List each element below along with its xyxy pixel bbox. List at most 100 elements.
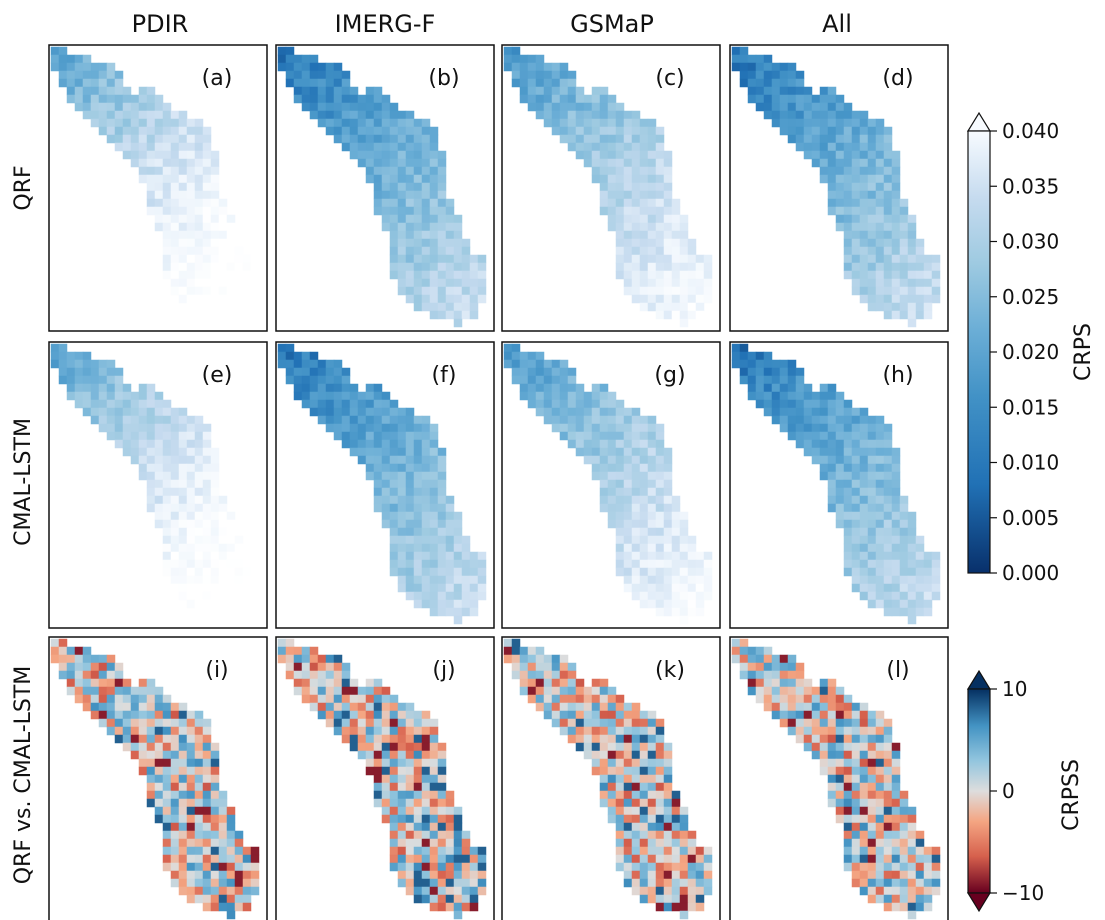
basin-cell (413, 782, 423, 792)
basin-cell (631, 214, 641, 224)
basin-cell (899, 838, 909, 848)
basin-cell (285, 375, 295, 385)
basin-cell (154, 206, 164, 216)
basin-cell (194, 471, 204, 481)
basin-cell (907, 583, 917, 593)
basin-cell (891, 854, 901, 864)
basin-cell (583, 726, 593, 736)
basin-cell (437, 790, 447, 800)
basin-cell (615, 543, 625, 553)
basin-cell (851, 503, 861, 513)
basin-cell (397, 567, 407, 577)
basin-cell (551, 694, 561, 704)
basin-cell (607, 702, 617, 712)
basin-cell (591, 142, 601, 152)
basin-cell (130, 694, 140, 704)
basin-cell (138, 399, 148, 409)
basin-cell (559, 62, 569, 72)
basin-cell (405, 575, 415, 585)
basin-cell (599, 110, 609, 120)
basin-cell (827, 383, 837, 393)
basin-cell (397, 822, 407, 832)
basin-cell (405, 734, 415, 744)
basin-cell (599, 726, 609, 736)
basin-cell (170, 798, 180, 808)
basin-cell (146, 198, 156, 208)
basin-cell (763, 407, 773, 417)
basin-cell (82, 70, 92, 80)
basin-cell (851, 238, 861, 248)
basin-cell (851, 862, 861, 872)
basin-cell (445, 278, 455, 288)
basin-cell (429, 822, 439, 832)
basin-cell (365, 431, 375, 441)
basin-cell (186, 583, 196, 593)
basin-cell (867, 886, 877, 896)
basin-cell (309, 62, 319, 72)
basin-cell (210, 455, 220, 465)
basin-cell (210, 862, 220, 872)
basin-cell (405, 431, 415, 441)
basin-cell (703, 591, 713, 601)
basin-cell (703, 886, 713, 896)
basin-cell (599, 118, 609, 128)
basin-cell (429, 278, 439, 288)
basin-cell (162, 415, 172, 425)
basin-cell (98, 662, 108, 672)
basin-cell (655, 567, 665, 577)
basin-cell (122, 439, 132, 449)
basin-cell (226, 814, 236, 824)
basin-cell (599, 455, 609, 465)
basin-cell (178, 583, 188, 593)
basin-cell (210, 463, 220, 473)
basin-cell (503, 62, 513, 72)
basin-cell (154, 391, 164, 401)
basin-cell (907, 615, 917, 625)
basin-cell (679, 262, 689, 272)
basin-cell (639, 758, 649, 768)
basin-cell (623, 878, 633, 888)
basin-cell (397, 431, 407, 441)
basin-cell (591, 423, 601, 433)
basin-cell (859, 519, 869, 529)
basin-cell (445, 870, 455, 880)
basin-cell (867, 439, 877, 449)
basin-cell (389, 198, 399, 208)
basin-cell (647, 463, 657, 473)
basin-cell (226, 278, 236, 288)
basin-cell (615, 694, 625, 704)
basin-cell (98, 654, 108, 664)
basin-cell (771, 678, 781, 688)
basin-cell (421, 750, 431, 760)
basin-cell (655, 495, 665, 505)
basin-cell (835, 407, 845, 417)
basin-cell (373, 782, 383, 792)
basin-cell (867, 878, 877, 888)
basin-cell (106, 431, 116, 441)
basin-cell (835, 782, 845, 792)
basin-cell (827, 110, 837, 120)
basin-cell (66, 367, 76, 377)
basin-cell (671, 495, 681, 505)
basin-cell (357, 415, 367, 425)
basin-cell (154, 702, 164, 712)
basin-cell (421, 710, 431, 720)
basin-cell (607, 415, 617, 425)
basin-cell (194, 798, 204, 808)
basin-cell (90, 702, 100, 712)
basin-cell (218, 238, 228, 248)
basin-cell (285, 367, 295, 377)
basin-cell (421, 270, 431, 280)
basin-cell (429, 246, 439, 256)
basin-cell (186, 174, 196, 184)
basin-cell (787, 78, 797, 88)
basin-cell (397, 830, 407, 840)
basin-cell (819, 423, 829, 433)
basin-cell (647, 591, 657, 601)
basin-cell (639, 246, 649, 256)
basin-cell (429, 790, 439, 800)
basin-cell (835, 102, 845, 112)
basin-cell (445, 551, 455, 561)
panel-label: (f) (432, 363, 457, 388)
basin-cell (607, 102, 617, 112)
